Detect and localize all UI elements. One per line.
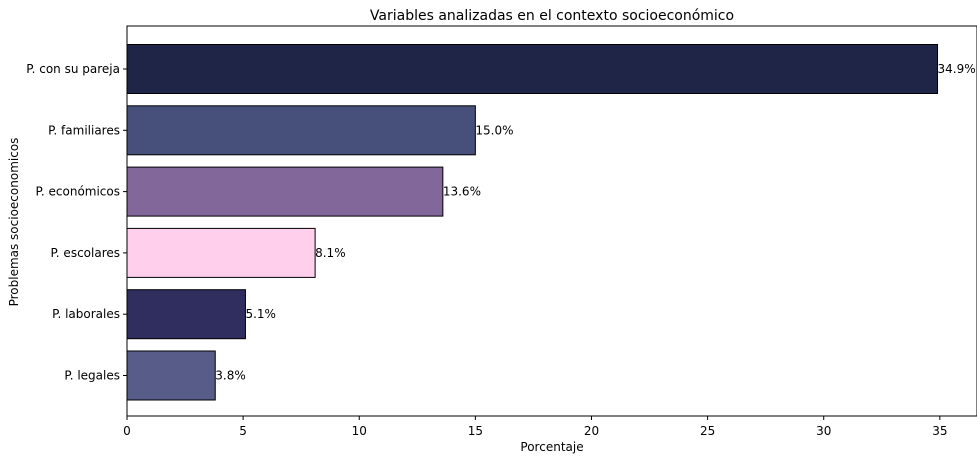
y-tick-label: P. familiares <box>48 123 120 137</box>
bar <box>126 289 246 340</box>
bar-value-label: 3.8% <box>215 369 246 383</box>
x-tick-label: 15 <box>468 424 483 438</box>
y-tick-label: P. legales <box>64 369 120 383</box>
x-axis-label: Porcentaje <box>520 440 583 454</box>
bar-value-label: 13.6% <box>443 185 481 199</box>
bar-value-label: 15.0% <box>475 123 513 137</box>
y-axis-label: Problemas socioeconomicos <box>7 138 21 307</box>
x-tick-label: 0 <box>123 424 131 438</box>
bar-value-label: 34.9% <box>938 62 976 76</box>
y-tick-label: P. económicos <box>36 185 120 199</box>
value-labels-layer: 34.9% 15.0% 13.6% 8.1% 5.1% 3.8% <box>215 62 975 383</box>
bar <box>126 44 939 94</box>
bar-value-label: 5.1% <box>245 307 276 321</box>
x-tick-label: 5 <box>239 424 247 438</box>
x-tick-label: 25 <box>700 424 715 438</box>
bar-value-label: 8.1% <box>315 246 346 260</box>
y-tick-label: P. con su pareja <box>26 62 120 76</box>
bars-layer <box>126 44 939 401</box>
plot-frame <box>126 25 977 417</box>
x-tick-label: 35 <box>932 424 947 438</box>
bar <box>126 227 316 278</box>
x-tick-label: 20 <box>584 424 599 438</box>
bar <box>126 105 476 156</box>
bar <box>126 350 216 401</box>
y-tick-label: P. escolares <box>50 246 120 260</box>
chart-title: Variables analizadas en el contexto soci… <box>370 8 734 24</box>
bar <box>126 166 444 217</box>
x-tick-label: 30 <box>816 424 831 438</box>
ticks-layer: P. con su pareja P. familiares P. económic… <box>26 62 947 438</box>
y-tick-label: P. laborales <box>52 307 120 321</box>
x-tick-label: 10 <box>352 424 367 438</box>
